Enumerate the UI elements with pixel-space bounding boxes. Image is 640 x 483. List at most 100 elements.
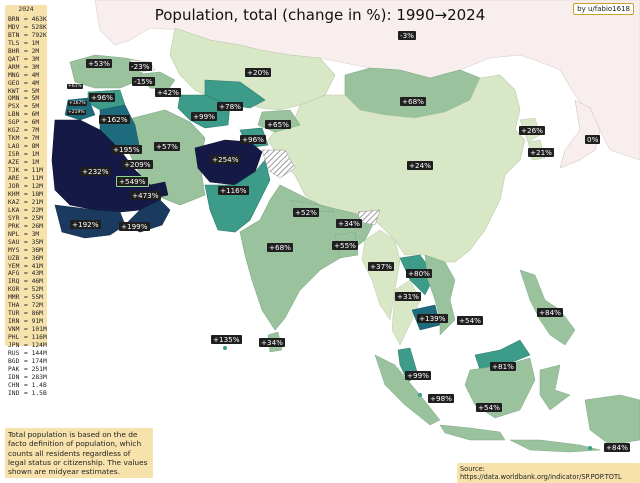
legend-country-code: KWT [8, 87, 20, 95]
change-label-laos: +80% [406, 269, 432, 278]
legend-row: SGP = 6M [8, 119, 47, 127]
legend-population-value: = 1.5B [24, 389, 47, 397]
legend-population-value: = 3M [24, 55, 40, 63]
legend-row: TKM = 7M [8, 135, 47, 143]
legend-country-code: MDV [8, 23, 20, 31]
legend-row: PAK = 251M [8, 366, 47, 374]
legend-country-code: SAU [8, 238, 20, 246]
region-pakistan [204, 159, 271, 233]
legend-population-value: = 21M [24, 198, 43, 206]
legend-country-code: SGP [8, 119, 20, 127]
change-label-armenia: -15% [132, 77, 155, 86]
legend-population-value: = 2M [24, 47, 40, 55]
legend-row: IRQ = 46M [8, 278, 47, 286]
region-uzbekistan [204, 79, 266, 109]
legend-population-value: = 35M [24, 238, 43, 246]
legend-country-code: BGD [8, 357, 20, 365]
region-brunei [496, 356, 500, 360]
region-maldives [223, 346, 227, 350]
legend-country-code: PHL [8, 334, 20, 342]
change-label-iran: +57% [154, 142, 180, 151]
legend-population-value: = 7M [24, 127, 40, 135]
legend-row: PSX = 5M [8, 103, 47, 111]
data-source: Source: https://data.worldbank.org/indic… [457, 463, 640, 483]
change-label-bahrain: +209% [122, 160, 153, 169]
legend-population-value: = 463K [24, 15, 47, 23]
change-label-oman: +199% [119, 222, 150, 231]
legend-population-value: = 25M [24, 214, 43, 222]
change-label-singapore: +98% [428, 394, 454, 403]
legend-country-code: MMR [8, 294, 20, 302]
change-label-lebanon: +61% [67, 84, 83, 89]
change-label-nepal: +52% [293, 208, 319, 217]
region-myanmar [361, 229, 401, 321]
legend-population-value: = 4M [24, 79, 40, 87]
legend-row: TJK = 11M [8, 167, 47, 175]
legend-population-value: = 5M [24, 87, 40, 95]
legend-population-value: = 86M [24, 310, 43, 318]
legend-country-code: CHN [8, 381, 20, 389]
change-label-cambodia: +139% [417, 314, 448, 323]
legend-population-value: = 26M [24, 222, 43, 230]
legend-row: PHL = 116M [8, 334, 47, 342]
legend-row: IND = 1.5B [8, 390, 47, 398]
legend-country-code: BTN [8, 31, 20, 39]
legend-country-code: ISR [8, 151, 20, 159]
legend-row: IRN = 91M [8, 318, 47, 326]
change-label-india: +68% [267, 243, 293, 252]
legend-country-code: YEM [8, 262, 20, 270]
change-label-indonesia: +54% [476, 403, 502, 412]
legend-row: NPL = 3M [8, 231, 47, 239]
change-label-thailand: +31% [395, 292, 421, 301]
legend-country-code: ARE [8, 175, 20, 183]
region-sumatra [374, 354, 441, 426]
region-sulawesi [539, 364, 571, 411]
legend-population-value: = 7M [24, 135, 40, 143]
change-label-turkmenistan: +99% [191, 112, 217, 121]
legend-country-code: OMN [8, 95, 20, 103]
legend-row: VNM = 101M [8, 326, 47, 334]
legend-population-value: = 251M [24, 365, 47, 373]
legend-row: KWT = 5M [8, 88, 47, 96]
legend-country-code: JOR [8, 182, 20, 190]
legend-population-value: = 52M [24, 286, 43, 294]
legend-country-code: LAO [8, 143, 20, 151]
change-label-malaysia: +99% [405, 371, 431, 380]
legend-row: JPN = 124M [8, 342, 47, 350]
legend-row: LKA = 22M [8, 207, 47, 215]
legend-country-code: BRN [8, 15, 20, 23]
definition-note: Total population is based on the de fact… [5, 428, 153, 479]
legend-row: ARE = 11M [8, 175, 47, 183]
change-label-bhutan: +34% [336, 219, 362, 228]
region-philippines [519, 269, 576, 346]
legend-row: KOR = 52M [8, 286, 47, 294]
legend-country-code: KOR [8, 286, 20, 294]
legend-row: TLS = 1M [8, 40, 47, 48]
legend-population-value: = 8M [24, 143, 40, 151]
change-label-timor-leste: +84% [604, 443, 630, 452]
legend-country-code: LBN [8, 111, 20, 119]
change-label-china: +24% [407, 161, 433, 170]
legend-population-value: = 792K [24, 31, 47, 39]
change-label-philippines: +84% [537, 308, 563, 317]
legend-population-value: = 3M [24, 63, 40, 71]
legend-country-code: UZB [8, 254, 20, 262]
legend-row: RUS = 144M [8, 350, 47, 358]
region-java [439, 424, 506, 441]
legend-population-value: = 91M [24, 318, 43, 326]
legend-row: YEM = 41M [8, 263, 47, 271]
legend-row: TUR = 86M [8, 310, 47, 318]
legend-population-value: = 55M [24, 294, 43, 302]
legend-country-code: RUS [8, 349, 20, 357]
legend-row: KHM = 18M [8, 191, 47, 199]
legend-row: CHN = 1.4B [8, 382, 47, 390]
legend-country-code: PAK [8, 365, 20, 373]
legend-row: SYR = 25M [8, 215, 47, 223]
legend-rows: BRN = 463K MDV = 528K BTN = 792K TLS = 1M BHR = 2… [8, 16, 47, 398]
legend-country-code: VNM [8, 326, 20, 334]
legend-row: IDN = 283M [8, 374, 47, 382]
legend-row: KGZ = 7M [8, 127, 47, 135]
change-label-mongolia: +68% [400, 97, 426, 106]
legend-population-value: = 5M [24, 95, 40, 103]
legend-country-code: KHM [8, 190, 20, 198]
